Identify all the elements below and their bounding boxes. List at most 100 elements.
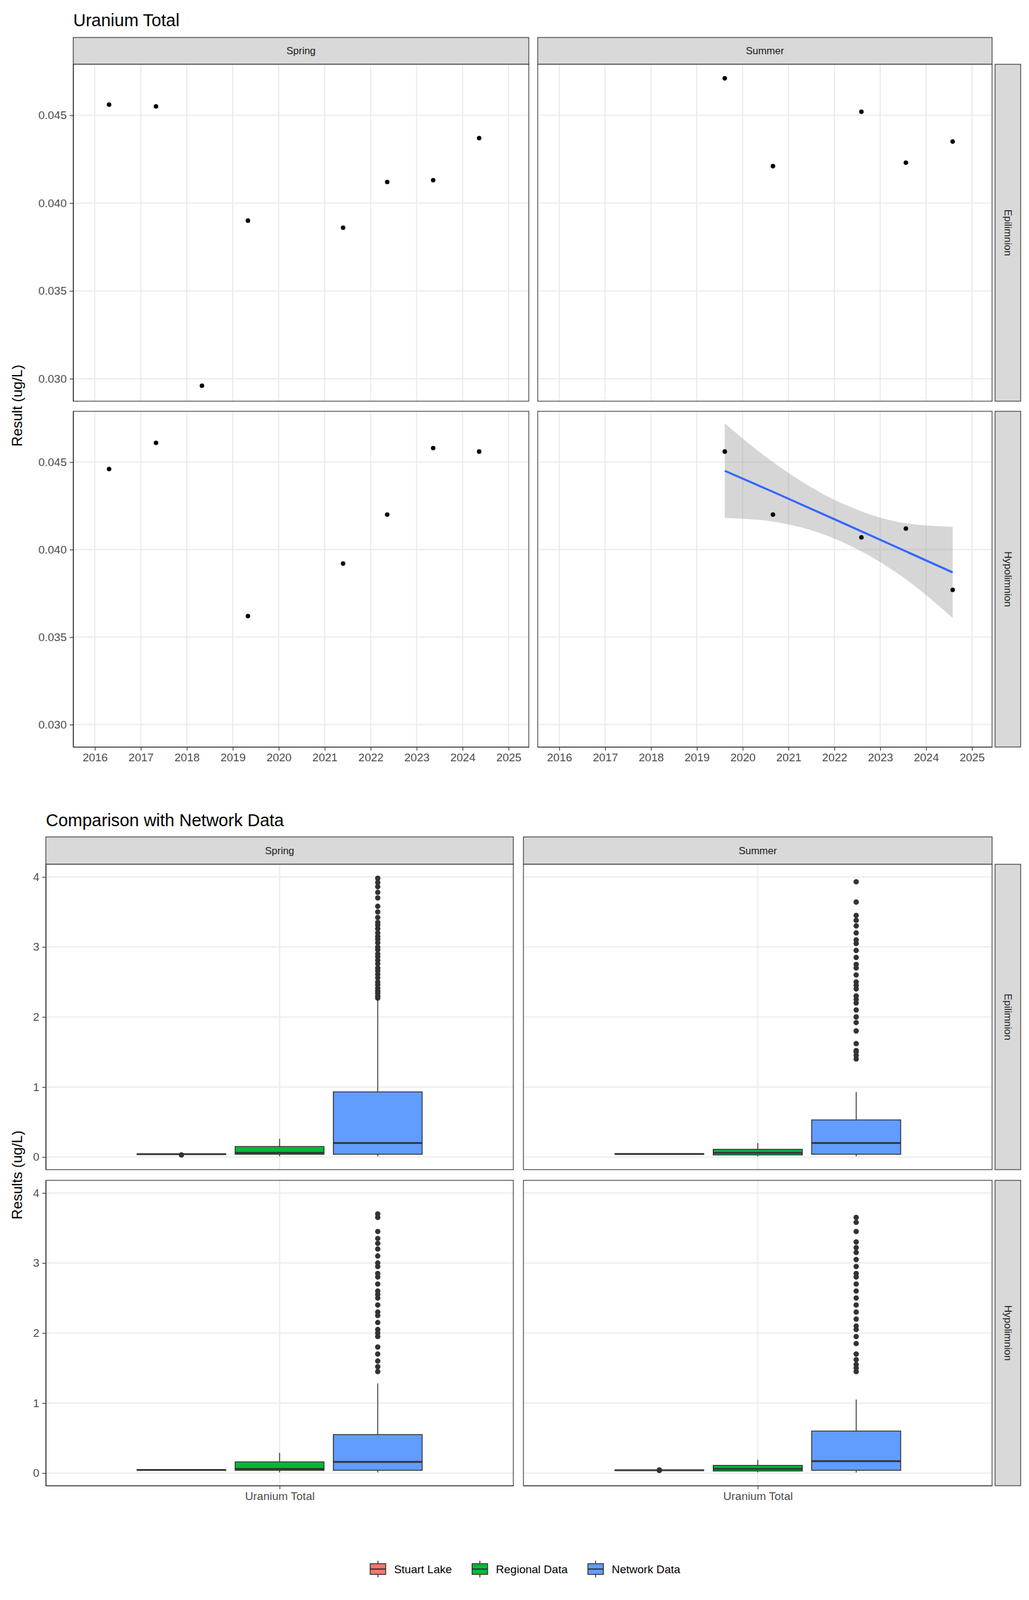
outlier bbox=[853, 1048, 859, 1054]
grid-line bbox=[696, 64, 698, 402]
outlier bbox=[853, 1310, 859, 1316]
median bbox=[811, 1142, 901, 1145]
tick-label: Uranium Total bbox=[245, 1490, 316, 1504]
marks bbox=[136, 875, 423, 1159]
outlier bbox=[853, 1362, 859, 1368]
grid-line bbox=[232, 64, 234, 402]
tick: 0.040 bbox=[38, 197, 74, 210]
tick-mark bbox=[925, 747, 927, 751]
tick-label: 0.035 bbox=[38, 631, 67, 644]
axis-x: Uranium Total bbox=[524, 1486, 993, 1504]
tick: 2023 bbox=[867, 747, 893, 765]
tick-label: 2019 bbox=[684, 751, 710, 765]
box bbox=[811, 1215, 901, 1474]
legend-key-background bbox=[585, 1559, 606, 1580]
outlier bbox=[853, 1007, 859, 1013]
box-body bbox=[136, 1470, 226, 1472]
outlier bbox=[853, 1282, 859, 1288]
marks bbox=[106, 440, 482, 619]
outlier bbox=[853, 1250, 859, 1256]
tick-label: 2023 bbox=[404, 751, 430, 765]
box-body bbox=[614, 1154, 704, 1156]
grid-line bbox=[604, 64, 606, 402]
panel: 2016201720182019202020212022202320242025 bbox=[537, 411, 993, 765]
data-point bbox=[245, 218, 251, 224]
tick-label: 2020 bbox=[730, 751, 756, 765]
legend-key bbox=[370, 1564, 386, 1576]
legend-key-background bbox=[368, 1559, 389, 1580]
data-point bbox=[431, 178, 436, 183]
tick-mark bbox=[69, 724, 74, 726]
tick-label: 2022 bbox=[358, 751, 384, 765]
tick-label: 0.030 bbox=[38, 372, 67, 386]
grid-line bbox=[369, 411, 371, 748]
median bbox=[614, 1153, 704, 1156]
outlier bbox=[853, 1264, 859, 1270]
tick: Uranium Total bbox=[245, 1486, 316, 1504]
data-point bbox=[245, 613, 251, 619]
outlier bbox=[853, 1341, 859, 1347]
median bbox=[235, 1152, 324, 1155]
tick: 0 bbox=[32, 1151, 46, 1164]
tick-label: 2018 bbox=[638, 751, 664, 765]
marks bbox=[722, 423, 955, 619]
tick-mark bbox=[42, 1403, 46, 1405]
tick-mark bbox=[370, 747, 371, 751]
grid bbox=[523, 1180, 993, 1487]
panel-background bbox=[73, 411, 529, 748]
panel: 01234Uranium Total bbox=[32, 1180, 514, 1504]
page: Uranium TotalResult (ug/L)SpringSummerEp… bbox=[0, 0, 1029, 1600]
grid-line bbox=[73, 290, 529, 292]
data-point bbox=[476, 135, 482, 141]
box-body bbox=[235, 1146, 324, 1155]
chart: Comparison with Network DataResults (ug/… bbox=[8, 811, 1022, 1580]
panel bbox=[537, 64, 993, 402]
box bbox=[136, 1470, 226, 1471]
box bbox=[136, 1152, 226, 1159]
outlier bbox=[375, 1229, 381, 1235]
tick: 0.035 bbox=[38, 631, 74, 644]
tick-label: 2016 bbox=[82, 751, 108, 765]
tick-mark bbox=[186, 747, 188, 751]
tick-mark bbox=[324, 747, 326, 751]
legend-key-background bbox=[469, 1559, 491, 1580]
outlier bbox=[853, 1357, 859, 1364]
panel-border bbox=[523, 864, 993, 1171]
tick-mark bbox=[42, 1193, 46, 1194]
outlier bbox=[853, 993, 859, 1000]
tick-mark bbox=[69, 203, 74, 204]
median bbox=[713, 1468, 803, 1471]
data-point bbox=[903, 160, 909, 165]
grid bbox=[45, 864, 514, 1171]
grid bbox=[73, 411, 529, 748]
panel: 01234 bbox=[32, 864, 514, 1171]
grid-line bbox=[925, 64, 927, 402]
strip bbox=[995, 864, 1021, 1171]
grid-line bbox=[73, 378, 529, 380]
outlier bbox=[853, 918, 859, 924]
grid-line bbox=[507, 64, 510, 402]
tick-mark bbox=[69, 291, 74, 292]
whisker bbox=[757, 1143, 759, 1150]
panel-border bbox=[73, 411, 529, 748]
grid-line bbox=[537, 290, 993, 292]
outlier bbox=[375, 1358, 381, 1365]
outlier bbox=[853, 1014, 859, 1021]
data-point bbox=[153, 104, 159, 109]
box-body bbox=[333, 1435, 423, 1471]
grid-line bbox=[279, 1180, 281, 1487]
axis-line bbox=[73, 64, 74, 402]
grid-line bbox=[73, 636, 529, 638]
grid-line bbox=[741, 64, 744, 402]
tick: 2017 bbox=[593, 747, 619, 765]
marks bbox=[106, 102, 482, 389]
grid-line bbox=[537, 202, 993, 204]
grid-line bbox=[186, 411, 188, 748]
median bbox=[811, 1460, 901, 1463]
tick-label: 0.045 bbox=[38, 456, 67, 469]
axis-y: 01234 bbox=[32, 865, 46, 1171]
tick: 3 bbox=[32, 1257, 46, 1270]
data-point bbox=[431, 446, 436, 451]
outlier bbox=[375, 1345, 381, 1351]
tick-mark bbox=[971, 747, 973, 751]
